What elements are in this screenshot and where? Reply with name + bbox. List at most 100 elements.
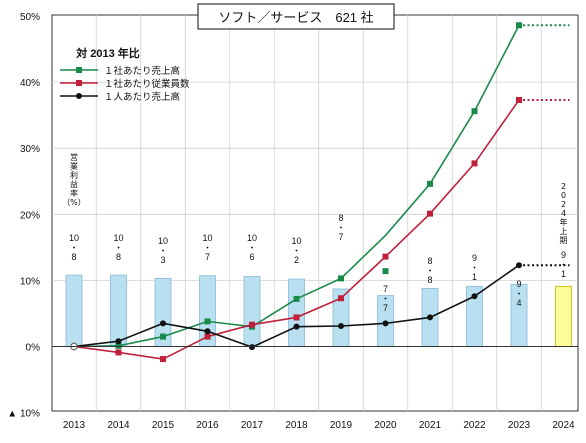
bar-axis-title: 益 xyxy=(70,179,78,189)
x-tick-label: 2023 xyxy=(508,420,531,431)
series-marker xyxy=(471,293,478,300)
x-tick-label: 2021 xyxy=(419,420,442,431)
series-marker xyxy=(204,318,211,325)
legend-label: １社あたり売上高 xyxy=(104,65,180,77)
bar xyxy=(110,274,127,347)
bar-value-label: 7 xyxy=(383,303,388,313)
series-marker xyxy=(160,320,166,327)
x-tick-label: 2014 xyxy=(107,420,130,431)
series-marker xyxy=(293,323,300,330)
bar-value-label: 9 xyxy=(561,250,566,260)
x-tick-label: 2015 xyxy=(152,420,175,431)
bar-value-label: 10 xyxy=(69,233,79,243)
forecast-note: 2 xyxy=(561,200,566,209)
series-marker xyxy=(427,314,433,321)
series-marker xyxy=(382,268,389,275)
forecast-note: 上 xyxy=(560,227,568,236)
series-marker xyxy=(516,22,522,29)
axis-layer: 50%40%30%20%10%0%▲ 10%2013 2014 2015 2016 20… xyxy=(7,12,578,431)
y-tick-label: 50% xyxy=(20,12,40,23)
series-marker xyxy=(516,96,522,103)
x-tick-label: 2020 xyxy=(374,420,397,431)
x-tick-label: 2013 xyxy=(63,420,86,431)
x-tick-label: 2016 xyxy=(196,420,219,431)
legend-marker xyxy=(76,93,82,99)
series-marker xyxy=(249,344,255,351)
bar-value-label: 1 xyxy=(472,272,477,282)
bar-value-label: 7 xyxy=(338,232,343,242)
series-marker xyxy=(249,321,255,328)
series-marker xyxy=(160,356,166,363)
bar-axis-title: （%） xyxy=(62,198,86,207)
bar-value-label: ・ xyxy=(203,243,212,253)
y-tick-label: 10% xyxy=(20,276,40,287)
legend-label: １人あたり売上高 xyxy=(104,91,180,103)
forecast-note: 4 xyxy=(561,209,566,218)
bar-axis-title: 利 xyxy=(70,170,78,180)
forecast-note: 2 xyxy=(561,182,566,191)
series-marker xyxy=(382,253,389,260)
series-marker xyxy=(338,323,344,330)
chart-title: ソフト／サービス 621 社 xyxy=(218,10,373,25)
bar-value-label: 10 xyxy=(202,233,212,243)
y-tick-label: 20% xyxy=(20,210,40,221)
bar-value-label: 9 xyxy=(472,253,477,263)
bar-value-label: ・ xyxy=(158,246,167,256)
bar-value-label: 8 xyxy=(338,213,343,223)
bar-value-label: ・ xyxy=(514,289,523,299)
series-marker xyxy=(516,262,522,269)
bar xyxy=(288,278,305,347)
bar-axis-title: 営 xyxy=(70,152,78,162)
legend-marker xyxy=(76,80,82,86)
bar-label-layer: 10・810・810・310・710・610・28・77・78・89・19・49… xyxy=(69,213,568,313)
line-layer xyxy=(70,22,570,363)
legend-heading: 対 2013 年比 xyxy=(75,46,140,60)
bar-layer xyxy=(65,274,572,347)
bar-value-label: ・ xyxy=(69,243,78,253)
series-marker xyxy=(338,295,344,302)
bar-value-label: ・ xyxy=(336,223,345,233)
x-tick-label: 2017 xyxy=(241,420,264,431)
series-marker xyxy=(382,320,389,327)
series-marker xyxy=(160,333,166,340)
title-box: ソフト／サービス 621 社 xyxy=(197,3,395,30)
bar-value-label: 9 xyxy=(516,279,521,289)
bar-value-label: ・ xyxy=(292,246,301,256)
series-marker xyxy=(338,275,344,282)
series-marker xyxy=(471,160,478,167)
series-marker xyxy=(204,328,211,335)
x-tick-label: 2024 xyxy=(552,420,575,431)
bar-value-label: 2 xyxy=(294,255,299,265)
bar-axis-title: 業 xyxy=(70,161,78,171)
legend-label: １社あたり従業員数 xyxy=(104,78,190,90)
bar xyxy=(65,274,83,347)
bar-value-label: 3 xyxy=(160,255,165,265)
bar-value-label: 8 xyxy=(427,275,432,285)
bar-value-label: 8 xyxy=(116,252,121,262)
bar-value-label: 7 xyxy=(383,284,388,294)
x-tick-label: 2022 xyxy=(463,420,486,431)
x-tick-label: 2018 xyxy=(285,420,308,431)
series-marker xyxy=(427,210,433,217)
series-marker xyxy=(115,342,122,349)
bar-value-label: 10 xyxy=(158,236,168,246)
bar-value-label: 8 xyxy=(71,252,76,262)
bar xyxy=(243,276,261,347)
bar-value-label: 10 xyxy=(291,236,301,246)
bar-value-label: 6 xyxy=(249,252,254,262)
bar-forecast xyxy=(555,285,572,347)
bar-value-label: 1 xyxy=(561,269,566,279)
series-marker xyxy=(115,338,122,345)
forecast-note: 期 xyxy=(560,236,568,245)
y-tick-label: ▲ 10% xyxy=(7,409,40,420)
bar-value-label: 10 xyxy=(113,233,123,243)
bar-value-label: ・ xyxy=(114,243,123,253)
series-marker xyxy=(471,108,478,115)
series-marker xyxy=(293,295,300,302)
bar-value-label: 7 xyxy=(205,252,210,262)
bar-value-label: ・ xyxy=(381,294,390,304)
bar-value-label: ・ xyxy=(470,263,479,273)
